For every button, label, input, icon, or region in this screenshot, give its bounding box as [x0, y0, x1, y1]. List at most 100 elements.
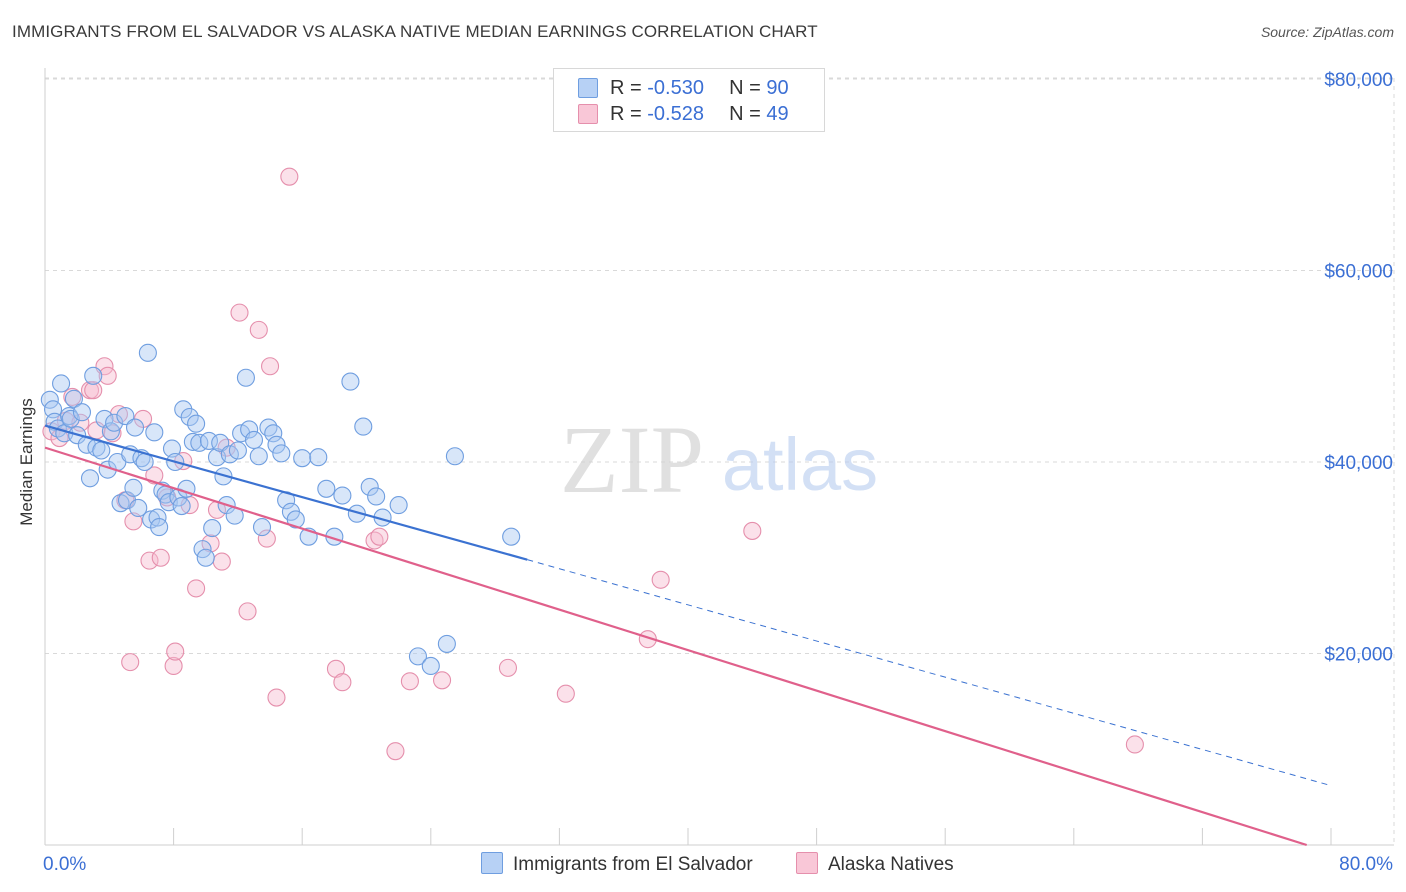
- tick-labels: $20,000 $40,000 $60,000 $80,000 0.0% 80.0%: [43, 70, 1393, 875]
- data-point: [317, 479, 336, 498]
- data-point: [280, 167, 299, 186]
- el-salvador-trend-line: [44, 424, 528, 561]
- legend-label-alaska-natives: Alaska Natives: [828, 854, 954, 875]
- legend-swatch-pink: [578, 104, 598, 124]
- source-label: Source: ZipAtlas.com: [1260, 24, 1394, 40]
- legend-label-el-salvador: Immigrants from El Salvador: [513, 854, 753, 875]
- data-point: [203, 519, 222, 538]
- axes: [44, 68, 1394, 846]
- y-tick-label: $20,000: [1324, 645, 1393, 666]
- data-point: [64, 389, 83, 408]
- data-point: [244, 430, 264, 450]
- el-salvador-points: [40, 343, 521, 675]
- data-point: [354, 417, 373, 436]
- data-point: [98, 366, 117, 385]
- y-tick-label: $60,000: [1324, 262, 1393, 283]
- data-point: [80, 469, 100, 488]
- data-point: [556, 684, 575, 703]
- x-tick-label: 0.0%: [43, 854, 86, 875]
- data-point: [333, 673, 352, 692]
- legend-r-value: -0.530: [647, 77, 704, 99]
- grid-lines: [45, 77, 1395, 845]
- data-point: [84, 381, 103, 400]
- data-point: [389, 496, 408, 515]
- data-point: [259, 418, 278, 437]
- y-tick-label: $80,000: [1324, 70, 1393, 91]
- data-point: [84, 366, 103, 385]
- data-point: [408, 647, 427, 666]
- correlation-legend: R = -0.530 N = 90 R = -0.528 N = 49: [553, 68, 825, 132]
- data-point: [264, 424, 283, 443]
- data-point: [148, 508, 167, 527]
- data-point: [172, 496, 191, 516]
- legend-item-el-salvador[interactable]: Immigrants from El Salvador: [481, 852, 753, 876]
- data-point: [341, 372, 360, 391]
- data-point: [386, 742, 405, 761]
- data-point: [105, 413, 124, 432]
- legend-r-label: R =: [610, 103, 648, 125]
- alaska-natives-trend-line: [44, 446, 1308, 847]
- data-point: [260, 357, 280, 376]
- watermark-atlas: atlas: [722, 423, 878, 506]
- watermark-zip: ZIP: [560, 406, 704, 513]
- legend-n-label: N =: [729, 77, 767, 99]
- data-point: [72, 403, 92, 422]
- data-point: [400, 672, 419, 691]
- data-point: [162, 439, 182, 458]
- data-point: [61, 409, 80, 428]
- data-point: [236, 368, 255, 387]
- data-point: [498, 658, 518, 677]
- data-point: [40, 390, 59, 409]
- watermark: ZIP atlas: [560, 406, 878, 513]
- data-point: [187, 414, 206, 433]
- data-point: [164, 656, 183, 675]
- legend-swatch-blue: [481, 852, 503, 874]
- data-point: [437, 634, 456, 653]
- data-point: [214, 467, 233, 486]
- data-point: [421, 656, 440, 675]
- legend-swatch-blue: [578, 78, 598, 98]
- data-point: [333, 486, 352, 505]
- data-point: [286, 510, 305, 529]
- data-point: [166, 642, 185, 661]
- data-point: [92, 441, 111, 460]
- data-point: [199, 431, 219, 450]
- data-point: [228, 441, 247, 460]
- data-point: [129, 498, 148, 518]
- data-point: [180, 407, 199, 427]
- legend-r-value: -0.528: [647, 103, 704, 125]
- trend-lines: [44, 424, 1332, 847]
- data-point: [370, 527, 389, 546]
- legend-n-label: N =: [729, 103, 767, 125]
- alaska-natives-points: [42, 167, 1144, 761]
- data-point: [138, 343, 157, 362]
- data-point: [309, 448, 328, 467]
- data-point: [272, 444, 291, 463]
- legend-n-value: 49: [766, 103, 789, 125]
- data-point: [651, 570, 670, 589]
- data-point: [109, 405, 128, 424]
- chart-title: IMMIGRANTS FROM EL SALVADOR VS ALASKA NA…: [12, 22, 818, 41]
- data-point: [174, 400, 193, 419]
- y-tick-label: $40,000: [1324, 453, 1393, 474]
- data-point: [240, 420, 259, 439]
- data-point: [212, 552, 231, 571]
- data-point: [433, 671, 452, 690]
- legend-swatch-pink: [796, 852, 818, 874]
- data-point: [267, 435, 286, 454]
- data-point: [257, 529, 276, 548]
- el-salvador-trend-extension: [527, 559, 1332, 787]
- data-point: [360, 477, 379, 496]
- legend-item-alaska-natives[interactable]: Alaska Natives: [796, 852, 954, 876]
- data-point: [238, 602, 257, 621]
- data-point: [125, 418, 145, 437]
- legend-r-label: R =: [610, 77, 648, 99]
- legend-n-value: 90: [766, 77, 789, 99]
- data-point: [150, 518, 169, 537]
- data-point: [187, 579, 206, 598]
- data-point: [743, 521, 762, 540]
- data-point: [145, 423, 164, 442]
- data-point: [140, 551, 159, 570]
- data-point: [230, 303, 249, 322]
